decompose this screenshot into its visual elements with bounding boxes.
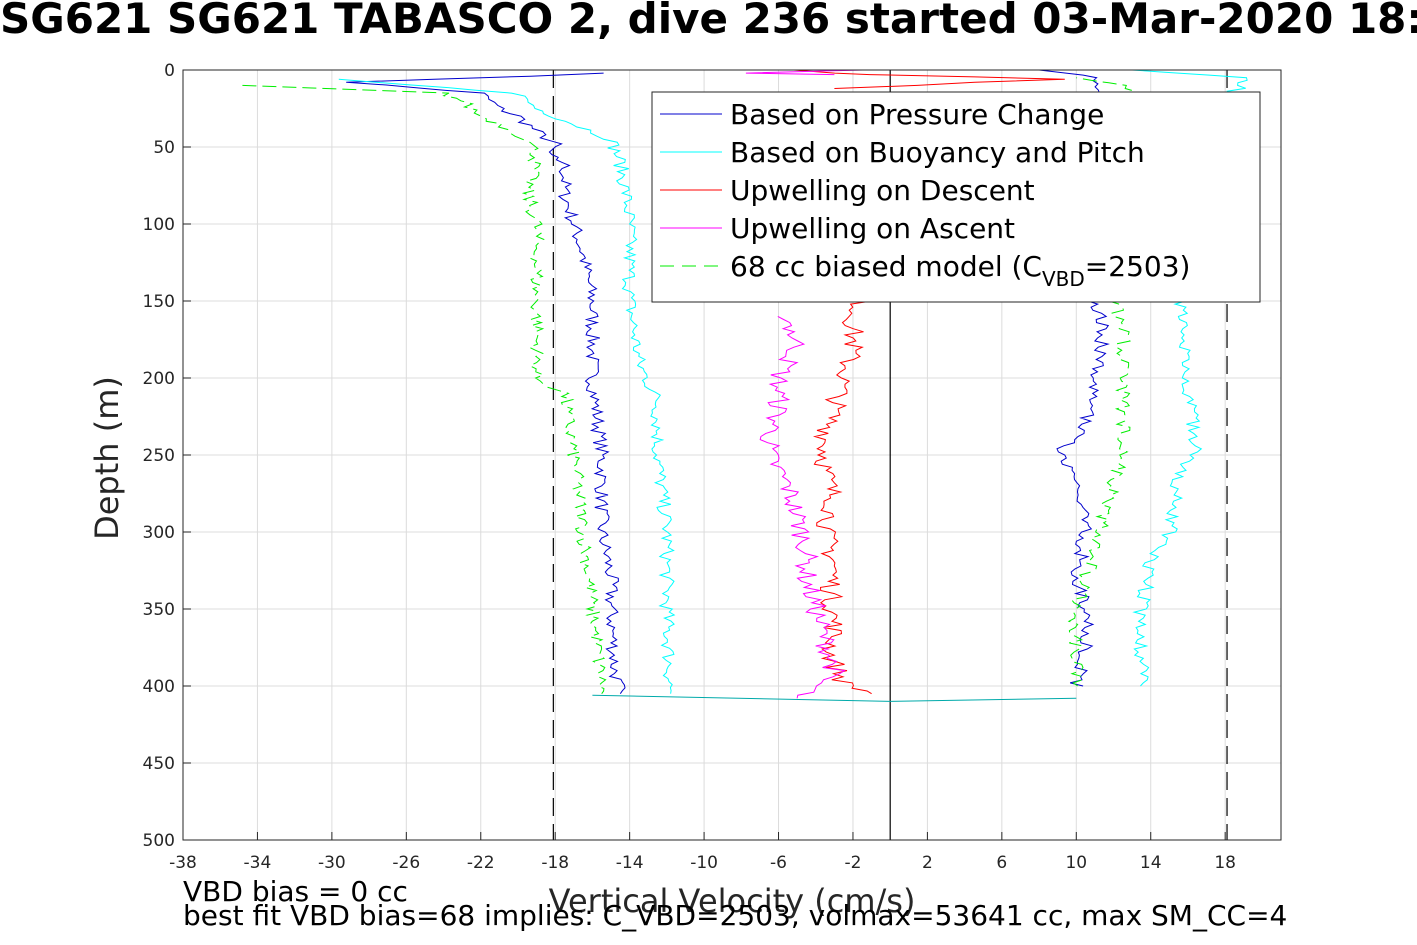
series-line-2-descent — [812, 300, 873, 695]
x-tick-label: -6 — [770, 853, 787, 873]
series-line-2-ascent — [793, 69, 1065, 89]
y-tick-label: 400 — [143, 677, 175, 697]
legend-label: Upwelling on Ascent — [730, 212, 1015, 245]
legend-label-subscript: VBD — [1042, 267, 1085, 291]
legend-label-main: Based on Pressure Change — [730, 98, 1104, 131]
y-tick-label: 250 — [143, 446, 175, 466]
y-tick-label: 150 — [143, 292, 175, 312]
y-tick-label: 200 — [143, 369, 175, 389]
legend-label-main: 68 cc biased model (C — [730, 250, 1042, 283]
series-line-3-ascent — [708, 69, 863, 76]
y-axis-label: Depth (m) — [88, 376, 126, 540]
legend-label: Based on Pressure Change — [730, 98, 1104, 131]
x-tick-label: -14 — [616, 853, 644, 873]
legend: Based on Pressure Change Based on Buoyanc… — [651, 91, 1261, 303]
x-tick-label: 14 — [1140, 853, 1162, 873]
x-axis-ticks: -38 -34 -30 -26 -22 -18 -14 -10 -6 -2 2 6 10 14 18 — [169, 832, 1236, 873]
legend-label-suffix: =2503) — [1085, 250, 1191, 283]
footnote-best-fit: best fit VBD bias=68 implies: C_VBD=2503… — [183, 899, 1288, 932]
series-line-3-descent — [759, 315, 847, 699]
x-tick-label: -30 — [318, 853, 346, 873]
x-tick-label: -22 — [467, 853, 495, 873]
y-tick-label: 300 — [143, 523, 175, 543]
y-tick-label: 500 — [143, 831, 175, 851]
x-tick-label: -38 — [169, 853, 197, 873]
series-line-1-descent — [338, 78, 676, 694]
x-tick-label: 10 — [1065, 853, 1087, 873]
y-tick-label: 450 — [143, 754, 175, 774]
footnote-vbd-bias: VBD bias = 0 cc — [183, 875, 408, 908]
series-line-0-descent — [346, 72, 626, 694]
legend-label-main: Upwelling on Ascent — [730, 212, 1015, 245]
legend-label: 68 cc biased model (CVBD=2503) — [730, 250, 1190, 291]
legend-label: Based on Buoyancy and Pitch — [730, 136, 1145, 169]
x-tick-label: -26 — [392, 853, 420, 873]
x-tick-label: -18 — [541, 853, 569, 873]
x-tick-label: -10 — [690, 853, 718, 873]
y-tick-label: 350 — [143, 600, 175, 620]
x-tick-label: 2 — [922, 853, 933, 873]
legend-box — [651, 91, 1261, 303]
x-tick-label: 18 — [1214, 853, 1236, 873]
y-tick-label: 0 — [164, 61, 175, 81]
series-line-4-descent — [242, 84, 607, 694]
bottom-transition-line — [592, 694, 1077, 702]
legend-label-main: Upwelling on Descent — [730, 174, 1035, 207]
y-tick-label: 100 — [143, 215, 175, 235]
y-tick-label: 50 — [153, 138, 175, 158]
chart-title: SG621 SG621 TABASCO 2, dive 236 started … — [0, 0, 1417, 43]
legend-label-main: Based on Buoyancy and Pitch — [730, 136, 1145, 169]
x-tick-label: -2 — [844, 853, 861, 873]
y-axis-ticks: 0 50 100 150 200 250 300 350 400 450 500 — [143, 61, 191, 851]
legend-label: Upwelling on Descent — [730, 174, 1035, 207]
x-axis-label: Vertical Velocity (cm/s) — [549, 882, 916, 920]
x-tick-label: 6 — [996, 853, 1007, 873]
x-tick-label: -34 — [244, 853, 272, 873]
